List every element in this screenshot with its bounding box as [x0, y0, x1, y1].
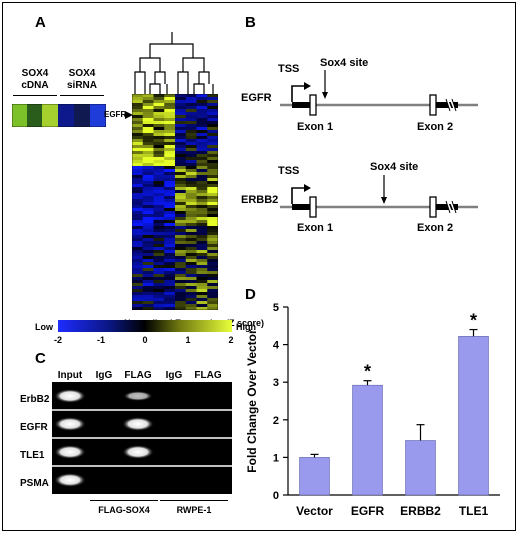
group-label-rwpe1: RWPE-1: [176, 505, 212, 515]
bar-vector: [299, 457, 330, 496]
rwpe1-bracket: [160, 500, 228, 501]
colorbar-tick-0: -2: [53, 335, 62, 345]
fold-change-bar-chart: 0 1 2 3 4 5 Fold Change Over Vector Vector * EGFR…: [245, 302, 500, 518]
sox4-sirna-label-line1: SOX4: [68, 68, 96, 79]
significance-star: *: [364, 362, 371, 382]
panel-label-c: C: [35, 350, 46, 367]
colorbar-gradient: [58, 320, 232, 332]
x-category-label: ERBB2: [400, 504, 441, 518]
sox4-sirna-label-line2: siRNA: [66, 80, 97, 91]
colorbar-tick-3: 1: [185, 335, 191, 345]
sox4-sirna-underline: [60, 95, 104, 96]
flag-sox4-bracket: [90, 500, 158, 501]
colorbar-tick-2: 0: [142, 335, 148, 345]
egfr-exon1-label: Exon 1: [297, 121, 334, 133]
lane-label-flag-1: FLAG: [124, 370, 152, 381]
lane-label-igg-1: IgG: [95, 370, 113, 381]
y-tick-label: 2: [273, 415, 279, 427]
erbb2-exon1-label: Exon 1: [297, 222, 334, 234]
egfr-gene-label: EGFR: [241, 92, 272, 104]
x-category-label: Vector: [296, 504, 333, 518]
figure-frame: [2, 2, 516, 531]
heatmap-dendrogram: [134, 32, 214, 94]
lane-label-igg-2: IgG: [165, 370, 183, 381]
panel-label-b: B: [245, 14, 256, 31]
colorbar-low-label: Low: [35, 322, 53, 332]
gel-row-label-egfr: EGFR: [20, 422, 48, 433]
erbb2-gene-label: ERBB2: [241, 194, 279, 206]
egfr-row-marker: EGFR: [104, 110, 127, 119]
sox4-cdna-underline: [13, 95, 57, 96]
lane-label-flag-2: FLAG: [194, 370, 222, 381]
colorbar-tick-1: -1: [96, 335, 105, 345]
x-category-label: EGFR: [351, 504, 385, 518]
y-tick-label: 5: [273, 302, 279, 314]
panel-label-d: D: [245, 286, 256, 303]
erbb2-exon2-label: Exon 2: [417, 222, 454, 234]
egfr-exon2-label: Exon 2: [417, 121, 454, 133]
gel-row-label-erbb2: ErbB2: [20, 394, 50, 405]
colorbar-high-label: High: [236, 322, 256, 332]
y-tick-label: 1: [273, 452, 279, 464]
colorbar-tick-4: 2: [228, 335, 234, 345]
significance-star: *: [470, 311, 477, 331]
erbb2-sox4-site-label: Sox4 site: [370, 161, 419, 173]
lane-label-input: Input: [57, 370, 83, 381]
group-label-flag-sox4: FLAG-SOX4: [98, 505, 150, 515]
erbb2-tss-label: TSS: [278, 165, 300, 177]
gene-structure-diagram: [280, 70, 478, 218]
bar-tle1: [458, 336, 489, 496]
y-tick-label: 4: [273, 340, 280, 352]
sox4-expression-strip: [12, 104, 106, 127]
y-tick-label: 0: [273, 490, 279, 502]
expression-heatmap: [132, 94, 218, 310]
panel-label-a: A: [35, 14, 46, 31]
bar-egfr: [352, 384, 383, 496]
chip-pcr-gel: [52, 382, 232, 494]
y-tick-label: 3: [273, 377, 279, 389]
gel-row-label-tle1: TLE1: [20, 450, 45, 461]
bar-erbb2: [405, 440, 436, 496]
egfr-tss-label: TSS: [278, 63, 300, 75]
egfr-sox4-site-label: Sox4 site: [320, 57, 369, 69]
gel-row-label-psma: PSMA: [20, 478, 49, 489]
x-category-label: TLE1: [459, 504, 489, 518]
egfr-arrow-icon: [125, 111, 133, 119]
sox4-cdna-label-line2: cDNA: [21, 80, 49, 91]
sox4-cdna-label-line1: SOX4: [21, 68, 49, 79]
y-axis-label: Fold Change Over Vector: [245, 329, 259, 473]
